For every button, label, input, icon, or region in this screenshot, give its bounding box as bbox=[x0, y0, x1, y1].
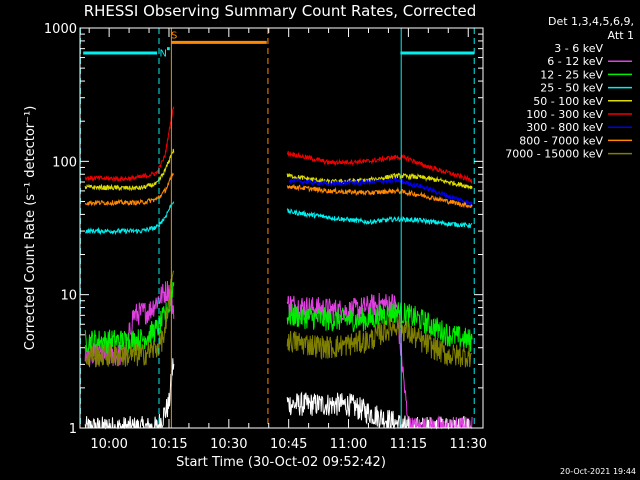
y-axis-label: Corrected Count Rate (s⁻¹ detector⁻¹) bbox=[23, 106, 38, 351]
legend-label: 800 - 7000 keV bbox=[519, 134, 603, 147]
legend-label: 3 - 6 keV bbox=[554, 42, 603, 55]
series-line-2 bbox=[286, 302, 473, 352]
x-tick-label: 11:00 bbox=[330, 437, 367, 452]
chart-title: RHESSI Observing Summary Count Rates, Co… bbox=[84, 2, 477, 20]
series-line-6 bbox=[288, 176, 473, 206]
series-line-3 bbox=[85, 201, 175, 236]
series-line-7 bbox=[84, 172, 174, 207]
series-line-4 bbox=[286, 172, 473, 190]
y-tick-label: 1 bbox=[69, 422, 77, 437]
flag-label: S bbox=[171, 30, 177, 41]
x-tick-label: 10:00 bbox=[90, 437, 127, 452]
footer-timestamp: 20-Oct-2021 19:44 bbox=[560, 467, 636, 476]
y-tick-label: 1000 bbox=[44, 22, 77, 37]
x-tick-label: 10:30 bbox=[210, 437, 247, 452]
legend-label: 6 - 12 keV bbox=[547, 55, 603, 68]
x-tick-label: 11:30 bbox=[450, 437, 487, 452]
y-tick-label: 10 bbox=[60, 289, 77, 304]
series-line-7 bbox=[286, 184, 473, 209]
series-line-5 bbox=[286, 151, 473, 185]
legend-header: Det 1,3,4,5,6,9, bbox=[548, 15, 634, 28]
plot-frame bbox=[79, 27, 484, 429]
legend-label: 50 - 100 keV bbox=[533, 95, 603, 108]
legend-label: 100 - 300 keV bbox=[526, 108, 603, 121]
x-tick-label: 10:15 bbox=[150, 437, 187, 452]
x-axis-label: Start Time (30-Oct-02 09:52:42) bbox=[176, 455, 386, 470]
legend-label: 12 - 25 keV bbox=[540, 68, 603, 81]
x-tick-label: 11:15 bbox=[390, 437, 427, 452]
flag-label: N bbox=[159, 49, 166, 60]
legend-label: 7000 - 15000 keV bbox=[505, 148, 603, 161]
x-tick-label: 10:45 bbox=[270, 437, 307, 452]
series-line-2 bbox=[84, 281, 175, 353]
y-tick-label: 100 bbox=[52, 155, 77, 170]
series-line-5 bbox=[84, 106, 175, 183]
series-line-3 bbox=[286, 207, 473, 230]
series-line-8 bbox=[286, 315, 473, 368]
legend-label: 25 - 50 keV bbox=[540, 82, 603, 95]
legend-header: Att 1 bbox=[608, 29, 634, 42]
legend-label: 300 - 800 keV bbox=[526, 121, 603, 134]
